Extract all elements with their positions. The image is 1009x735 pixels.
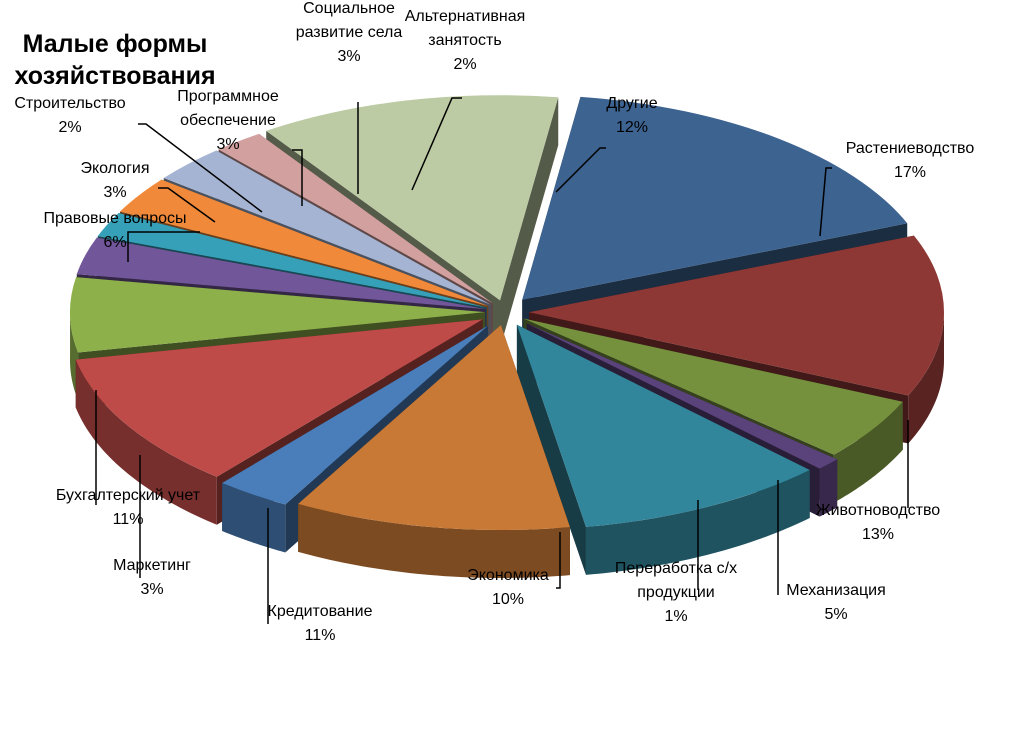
pie-slice <box>516 324 810 575</box>
slice-percent: 3% <box>337 48 360 65</box>
leader-line <box>292 149 303 206</box>
leader-line <box>556 532 561 589</box>
slice-name: Социальное <box>303 0 395 17</box>
slice-label: Бухгалтерский учет 11% <box>56 487 201 528</box>
slice-edge <box>298 503 570 579</box>
slice-top <box>266 95 559 301</box>
slice-label: Социальное развитие села 3% <box>296 0 403 65</box>
slice-side <box>500 97 559 349</box>
slice-percent: 13% <box>862 526 894 543</box>
slice-name: занятость <box>428 32 501 49</box>
chart-title-line: хозяйствования <box>14 62 215 90</box>
slice-top <box>222 325 488 505</box>
slice-label: Кредитование 11% <box>268 603 373 644</box>
slice-percent: 17% <box>894 164 926 181</box>
slice-name: Экология <box>80 160 149 177</box>
slice-top <box>218 133 493 304</box>
leader-lines <box>95 97 909 624</box>
slice-top <box>75 319 483 477</box>
slice-name: Строительство <box>14 95 125 112</box>
slice-edge <box>819 459 838 517</box>
slice-top <box>97 212 487 308</box>
slice-name: Переработка с/х <box>615 560 737 577</box>
slice-label: Растениеводство 17% <box>846 140 975 181</box>
slice-label: Переработка с/х продукции 1% <box>615 560 737 625</box>
leader-line <box>411 97 462 191</box>
slice-top <box>516 324 810 527</box>
slice-top <box>70 277 486 353</box>
slice-name: продукции <box>637 584 714 601</box>
slice-label: Программное обеспечение 3% <box>177 88 279 153</box>
chart-title-line: Малые формы <box>23 30 208 58</box>
slice-percent: 3% <box>103 184 126 201</box>
slice-top <box>526 323 838 469</box>
slice-top <box>298 325 570 531</box>
slice-label: Экономика 10% <box>467 567 549 608</box>
slice-percent: 3% <box>140 581 163 598</box>
slice-label: Экология 3% <box>80 160 149 201</box>
slice-percent: 3% <box>216 136 239 153</box>
slice-top <box>163 150 491 305</box>
slice-percent: 12% <box>616 119 648 136</box>
slice-labels: Растениеводство 17% Животноводство 13% Механ… <box>14 0 974 644</box>
slice-edge <box>908 311 944 444</box>
slice-name: Животноводство <box>816 502 940 519</box>
slice-percent: 1% <box>664 608 687 625</box>
slice-side <box>516 324 586 575</box>
slice-top <box>120 179 489 307</box>
leader-line <box>138 123 263 213</box>
slice-name: Растениеводство <box>846 140 975 157</box>
slice-percent: 6% <box>103 234 126 251</box>
slice-label: Правовые вопросы 6% <box>43 210 186 251</box>
pie-slices <box>70 95 944 579</box>
slice-name: Правовые вопросы <box>43 210 186 227</box>
slice-name: Кредитование <box>268 603 373 620</box>
chart-title-text: Малые формы хозяйствования <box>14 30 215 90</box>
slice-label: Маркетинг 3% <box>113 557 191 598</box>
slice-edge <box>75 359 217 525</box>
slice-name: Механизация <box>786 582 886 599</box>
leader-line <box>127 231 200 262</box>
slice-percent: 2% <box>58 119 81 136</box>
slice-top <box>522 96 908 300</box>
slice-label: Другие 12% <box>606 95 657 136</box>
slice-label: Механизация 5% <box>786 582 886 623</box>
slice-edge <box>222 483 286 553</box>
slice-name: Маркетинг <box>113 557 191 574</box>
leader-line <box>555 147 606 193</box>
slice-label: Альтернативная занятость 2% <box>405 8 526 73</box>
slice-label: Строительство 2% <box>14 95 125 136</box>
slice-name: Программное <box>177 88 279 105</box>
slice-name: развитие села <box>296 24 403 41</box>
slice-percent: 11% <box>305 627 336 644</box>
pie-slice <box>298 325 570 579</box>
slice-name: Другие <box>606 95 657 112</box>
slice-name: обеспечение <box>180 112 276 129</box>
slice-label: Животноводство 13% <box>816 502 940 543</box>
slice-top <box>523 318 903 455</box>
slice-top <box>528 235 944 396</box>
slice-edge <box>833 401 903 503</box>
slice-name: Экономика <box>467 567 549 584</box>
slice-percent: 10% <box>492 591 524 608</box>
slice-name: Альтернативная <box>405 8 526 25</box>
leader-line <box>158 187 216 223</box>
slice-percent: 5% <box>824 606 847 623</box>
slice-percent: 11% <box>113 511 144 528</box>
chart-title: Малые формы хозяйствования <box>14 30 215 90</box>
slice-top <box>76 237 486 310</box>
leader-line <box>819 167 832 237</box>
slice-percent: 2% <box>453 56 476 73</box>
slice-name: Бухгалтерский учет <box>56 487 201 504</box>
